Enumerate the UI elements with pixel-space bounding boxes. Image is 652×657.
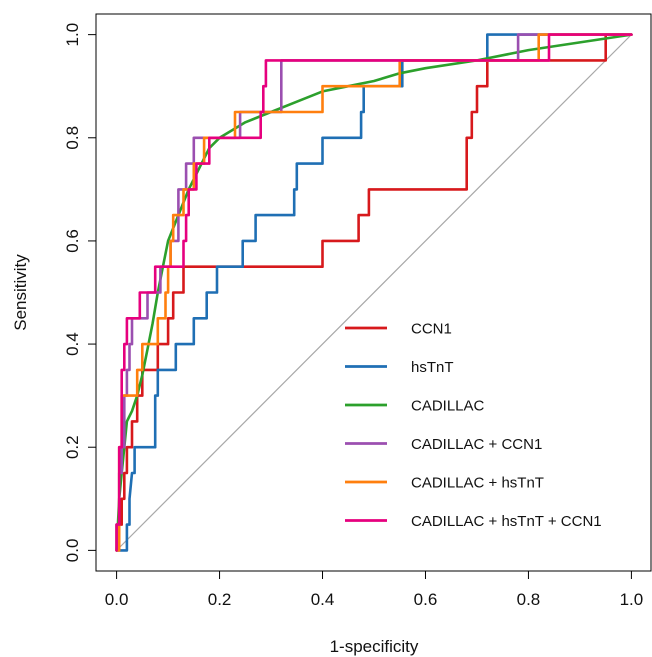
y-axis: 0.0 0.2 0.4 0.6 0.8 1.0 xyxy=(63,23,96,562)
legend-label-2: CADILLAC xyxy=(411,397,485,414)
x-tick-label: 1.0 xyxy=(620,590,644,609)
x-tick-label: 0.4 xyxy=(311,590,335,609)
y-tick-label: 0.0 xyxy=(63,539,82,563)
legend: CCN1 hsTnT CADILLAC CADILLAC + CCN1 CADILLAC… xyxy=(345,320,602,530)
y-tick-label: 0.2 xyxy=(63,435,82,459)
legend-label-1: hsTnT xyxy=(411,359,454,376)
y-axis-title: Sensitivity xyxy=(11,254,30,331)
series-line-1 xyxy=(115,33,633,552)
reference-diagonal-layer xyxy=(116,34,632,551)
y-tick-label: 1.0 xyxy=(63,23,82,47)
legend-label-5: CADILLAC + hsTnT + CCN1 xyxy=(411,513,602,530)
series-line-4 xyxy=(115,33,633,552)
y-tick-label: 0.8 xyxy=(63,126,82,150)
x-tick-label: 0.6 xyxy=(414,590,438,609)
legend-label-4: CADILLAC + hsTnT xyxy=(411,474,544,491)
y-tick-label: 0.6 xyxy=(63,229,82,253)
x-tick-label: 0.8 xyxy=(517,590,541,609)
y-tick-label: 0.4 xyxy=(63,332,82,356)
x-tick-label: 0.2 xyxy=(208,590,232,609)
series-layer xyxy=(115,33,633,552)
series-line-0 xyxy=(115,33,633,552)
plot-frame xyxy=(95,13,652,572)
series-line-5 xyxy=(115,33,633,552)
legend-label-0: CCN1 xyxy=(411,320,452,337)
x-tick-label: 0.0 xyxy=(105,590,129,609)
x-axis: 0.0 0.2 0.4 0.6 0.8 1.0 xyxy=(105,571,643,609)
x-axis-title: 1-specificity xyxy=(330,637,419,656)
reference-diagonal-line xyxy=(116,34,632,551)
legend-label-3: CADILLAC + CCN1 xyxy=(411,436,542,453)
